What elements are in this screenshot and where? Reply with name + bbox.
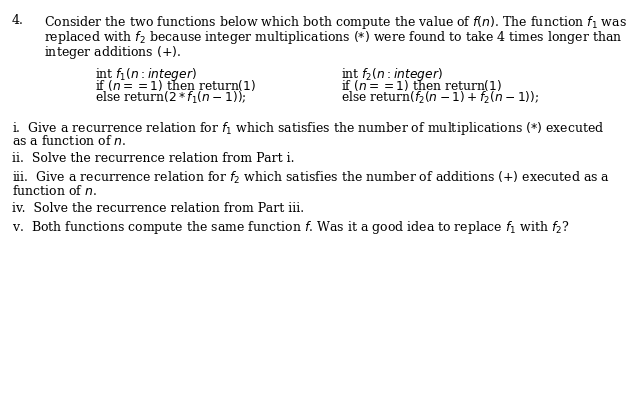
Text: replaced with $f_2$ because integer multiplications $(*)$ were found to take 4 t: replaced with $f_2$ because integer mult… — [44, 29, 622, 46]
Text: iii.  Give a recurrence relation for $f_2$ which satisfies the number of additio: iii. Give a recurrence relation for $f_2… — [12, 170, 610, 186]
Text: int $f_1(n : integer)$: int $f_1(n : integer)$ — [95, 66, 197, 83]
Text: ii.  Solve the recurrence relation from Part i.: ii. Solve the recurrence relation from P… — [12, 152, 294, 165]
Text: as a function of $n$.: as a function of $n$. — [12, 134, 126, 148]
Text: function of $n$.: function of $n$. — [12, 184, 97, 198]
Text: iv.  Solve the recurrence relation from Part iii.: iv. Solve the recurrence relation from P… — [12, 202, 304, 214]
Text: if $(n == 1)$ then return$(1)$: if $(n == 1)$ then return$(1)$ — [95, 78, 256, 93]
Text: integer additions $(+)$.: integer additions $(+)$. — [44, 44, 181, 61]
Text: else return$(f_2(n-1) + f_2(n-1))$;: else return$(f_2(n-1) + f_2(n-1))$; — [341, 90, 540, 106]
Text: else return$(2 * f_1(n-1))$;: else return$(2 * f_1(n-1))$; — [95, 90, 247, 106]
Text: if $(n == 1)$ then return$(1)$: if $(n == 1)$ then return$(1)$ — [341, 78, 502, 93]
Text: 4.: 4. — [12, 14, 23, 28]
Text: v.  Both functions compute the same function $f$. Was it a good idea to replace : v. Both functions compute the same funct… — [12, 219, 569, 236]
Text: i.  Give a recurrence relation for $f_1$ which satisfies the number of multiplic: i. Give a recurrence relation for $f_1$ … — [12, 120, 604, 137]
Text: Consider the two functions below which both compute the value of $f(n)$. The fun: Consider the two functions below which b… — [44, 14, 627, 32]
Text: int $f_2(n : integer)$: int $f_2(n : integer)$ — [341, 66, 443, 83]
